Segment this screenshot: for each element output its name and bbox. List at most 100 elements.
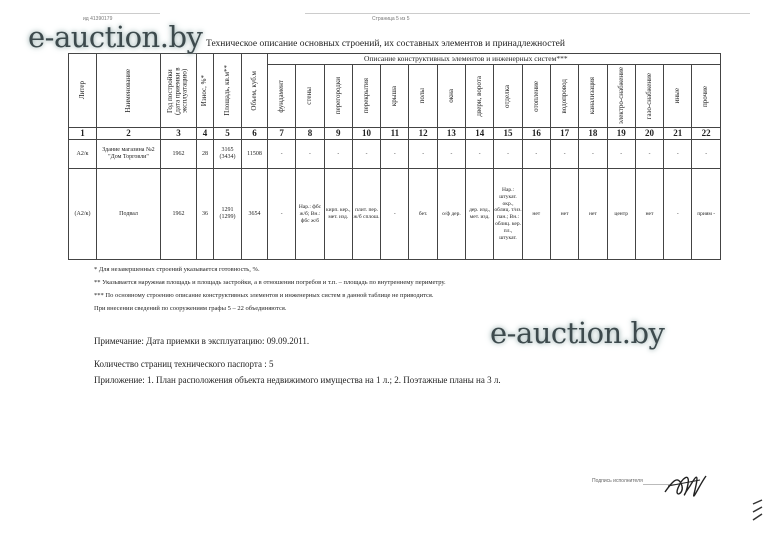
table-cell: 11508 bbox=[241, 139, 268, 170]
table-cell: дер. изд., мет. изд. bbox=[465, 168, 495, 261]
signature-line bbox=[643, 484, 678, 485]
table-cell: плит. пер. ж/б сплош. bbox=[351, 168, 382, 261]
scan-line bbox=[100, 13, 160, 14]
table-cell: - bbox=[295, 139, 325, 170]
document-title: Техническое описание основных строений, … bbox=[206, 39, 565, 49]
appendix: Приложение: 1. План расположения объекта… bbox=[94, 375, 501, 385]
table-cell: нет bbox=[578, 168, 608, 261]
signature-image bbox=[664, 475, 707, 497]
table-cell: 3654 bbox=[241, 168, 268, 261]
table-cell: 1962 bbox=[160, 139, 197, 170]
column-number: 3 bbox=[160, 126, 197, 141]
table-cell: - bbox=[351, 139, 382, 170]
col-header: отделка bbox=[493, 64, 523, 128]
table-cell: 36 bbox=[196, 168, 214, 261]
table-cell: - bbox=[634, 139, 665, 170]
column-number: 9 bbox=[323, 126, 353, 141]
footnote: При внесении сведений по сооружениям гра… bbox=[94, 305, 287, 312]
table-cell: - bbox=[436, 139, 467, 170]
page-indicator: Страница 5 из 5 bbox=[372, 16, 410, 22]
column-number: 4 bbox=[196, 126, 214, 141]
col-header: фундамент bbox=[266, 64, 297, 128]
col-header: Литер bbox=[68, 53, 97, 128]
col-header: газо-снабжение bbox=[634, 64, 665, 128]
col-header: двери, ворота bbox=[465, 64, 495, 128]
col-header: канализация bbox=[578, 64, 608, 128]
table-cell: - bbox=[606, 139, 636, 170]
column-number: 16 bbox=[521, 126, 551, 141]
col-header: крыша bbox=[380, 64, 410, 128]
col-header: Площадь, кв.м** bbox=[213, 53, 242, 128]
table-cell: кирп. кер., мет. изд. bbox=[323, 168, 353, 261]
table-cell: - bbox=[266, 139, 297, 170]
document-id: ид 41390179 bbox=[83, 16, 113, 22]
column-number: 18 bbox=[578, 126, 608, 141]
column-number: 21 bbox=[663, 126, 693, 141]
table-cell: - bbox=[408, 139, 438, 170]
table-cell: нет bbox=[521, 168, 551, 261]
col-header: Наименование bbox=[96, 53, 161, 128]
column-number: 20 bbox=[634, 126, 665, 141]
table-cell: нет bbox=[549, 168, 580, 261]
col-header: отопление bbox=[521, 64, 551, 128]
table-cell: нет bbox=[634, 168, 665, 261]
col-header: иные bbox=[663, 64, 693, 128]
column-number: 8 bbox=[295, 126, 325, 141]
col-header: Износ, %* bbox=[196, 53, 214, 128]
table-cell: - bbox=[521, 139, 551, 170]
footnote: ** Указывается наружная площадь и площад… bbox=[94, 279, 446, 286]
table-cell: - bbox=[663, 168, 693, 261]
scan-line bbox=[305, 13, 750, 14]
column-number: 1 bbox=[68, 126, 97, 141]
table-cell: Здание магазина №2 "Дом Торговли" bbox=[96, 139, 161, 170]
col-header: электро-снабжение bbox=[606, 64, 636, 128]
col-header: стены bbox=[295, 64, 325, 128]
group-header: Описание конструктивных элементов и инже… bbox=[267, 53, 721, 65]
table-cell: - bbox=[465, 139, 495, 170]
table-cell: - bbox=[691, 139, 721, 170]
table-cell: А2/к bbox=[68, 139, 97, 170]
column-number: 10 bbox=[351, 126, 382, 141]
table-cell: - bbox=[323, 139, 353, 170]
table-cell: - bbox=[549, 139, 580, 170]
column-number: 19 bbox=[606, 126, 636, 141]
column-number: 13 bbox=[436, 126, 467, 141]
column-number: 15 bbox=[493, 126, 523, 141]
col-header: прочие bbox=[691, 64, 721, 128]
column-number: 12 bbox=[408, 126, 438, 141]
col-header: Объем, куб.м bbox=[241, 53, 268, 128]
column-number: 11 bbox=[380, 126, 410, 141]
table-cell: 1962 bbox=[160, 168, 197, 261]
signature-label: Подпись исполнителя bbox=[592, 478, 643, 484]
acceptance-note: Примечание: Дата приемки в эксплуатацию:… bbox=[94, 336, 310, 346]
watermark: e-auction.by bbox=[490, 316, 665, 350]
table-cell: 1291 (1299) bbox=[213, 168, 242, 261]
table-cell: приям - bbox=[691, 168, 721, 261]
column-number: 7 bbox=[266, 126, 297, 141]
column-number: 2 bbox=[96, 126, 161, 141]
column-number: 6 bbox=[241, 126, 268, 141]
table-cell: бет. bbox=[408, 168, 438, 261]
table-cell: - bbox=[663, 139, 693, 170]
footnote: * Для незавершенных строений указывается… bbox=[94, 266, 260, 273]
table-row: А2/к Здание магазина №2 "Дом Торговли" 196… bbox=[68, 139, 721, 170]
col-header: водопровод bbox=[549, 64, 580, 128]
technical-description-table: Литер Наименование Год постройки (дата п… bbox=[68, 53, 721, 261]
col-header: перегородки bbox=[323, 64, 353, 128]
col-header: полы bbox=[408, 64, 438, 128]
handwritten-mark bbox=[752, 499, 763, 521]
watermark: e-auction.by bbox=[28, 20, 203, 54]
table-cell: - bbox=[380, 139, 410, 170]
column-number: 14 bbox=[465, 126, 495, 141]
table-row: (А2/к) Подвал 1962 36 1291 (1299) 3654- Нар.: … bbox=[68, 168, 721, 261]
table-cell: - bbox=[380, 168, 410, 261]
table-cell: - bbox=[266, 168, 297, 261]
column-number: 22 bbox=[691, 126, 721, 141]
pages-count: Количество страниц технического паспорта… bbox=[94, 359, 274, 369]
table-cell: - bbox=[578, 139, 608, 170]
col-header: перекрытия bbox=[351, 64, 382, 128]
col-header: окна bbox=[436, 64, 467, 128]
table-cell: 28 bbox=[196, 139, 214, 170]
table-cell: Нар.: фбс ж/б; Вн.: фбс ж/б bbox=[295, 168, 325, 261]
table-cell: (А2/к) bbox=[68, 168, 97, 261]
